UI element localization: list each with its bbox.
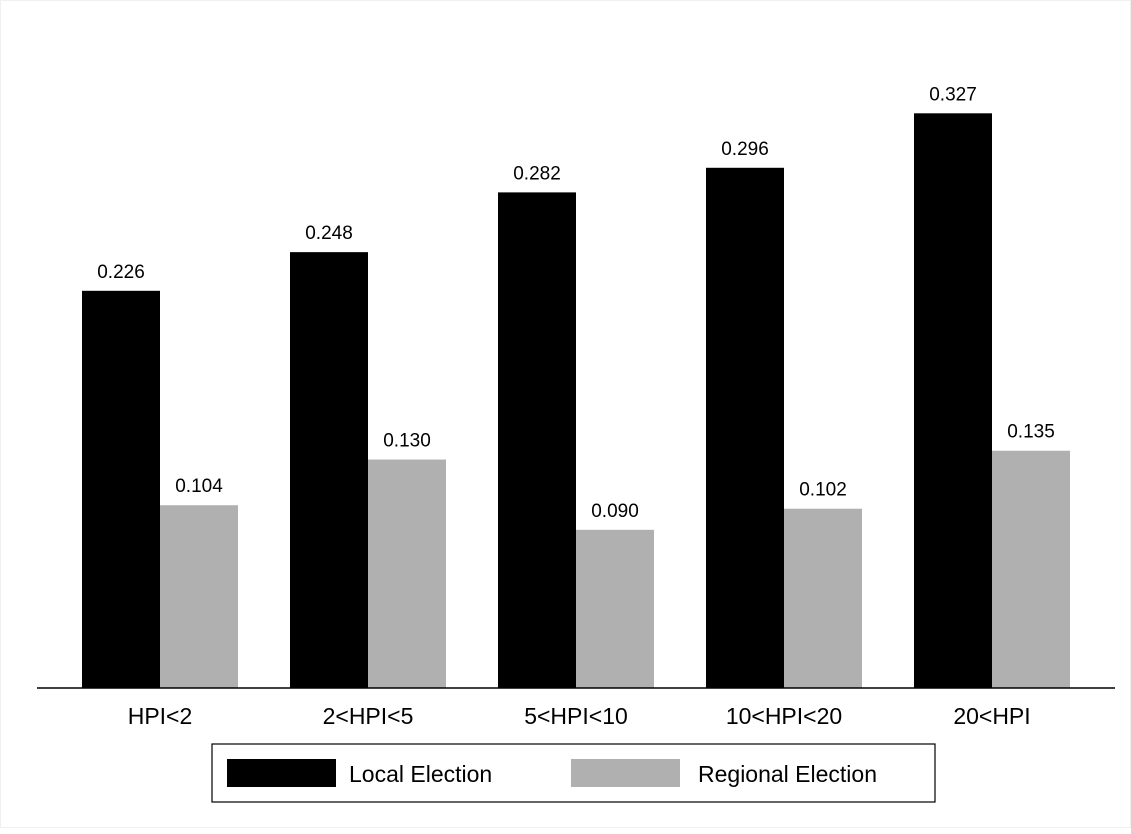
bar-local-1 xyxy=(290,252,368,688)
x-tick-label-4: 20<HPI xyxy=(953,703,1030,729)
value-labels-group: 0.226 0.104 0.248 0.130 0.282 0.090 0.296 0.102… xyxy=(97,84,1055,522)
data-label-local-0: 0.226 xyxy=(97,262,145,283)
bar-local-4 xyxy=(914,113,992,689)
x-tick-label-1: 2<HPI<5 xyxy=(323,703,414,729)
data-label-local-3: 0.296 xyxy=(721,139,769,160)
bar-regional-2 xyxy=(576,529,654,688)
data-label-local-1: 0.248 xyxy=(305,223,353,244)
bars-group xyxy=(82,113,1070,689)
bar-regional-1 xyxy=(368,459,446,688)
data-label-local-2: 0.282 xyxy=(513,163,561,184)
x-tick-label-0: HPI<2 xyxy=(128,703,193,729)
data-label-regional-0: 0.104 xyxy=(175,476,223,497)
data-label-regional-3: 0.102 xyxy=(799,480,847,501)
x-tick-label-3: 10<HPI<20 xyxy=(726,703,842,729)
bar-local-3 xyxy=(706,167,784,688)
bar-regional-0 xyxy=(160,505,238,688)
bar-local-2 xyxy=(498,192,576,688)
legend-swatch-regional xyxy=(571,759,680,787)
data-label-regional-1: 0.130 xyxy=(383,431,431,452)
bar-regional-4 xyxy=(992,450,1070,688)
legend-label-regional: Regional Election xyxy=(698,761,877,787)
legend: Local Election Regional Election xyxy=(211,743,936,803)
x-tick-label-2: 5<HPI<10 xyxy=(524,703,628,729)
bar-regional-3 xyxy=(784,508,862,688)
data-label-regional-2: 0.090 xyxy=(591,501,639,522)
legend-label-local: Local Election xyxy=(349,761,492,787)
bar-local-0 xyxy=(82,290,160,688)
x-tick-labels-group: HPI<2 2<HPI<5 5<HPI<10 10<HPI<20 20<HPI xyxy=(128,703,1031,729)
data-label-regional-4: 0.135 xyxy=(1007,422,1055,443)
data-label-local-4: 0.327 xyxy=(929,84,977,105)
legend-swatch-local xyxy=(227,759,336,787)
